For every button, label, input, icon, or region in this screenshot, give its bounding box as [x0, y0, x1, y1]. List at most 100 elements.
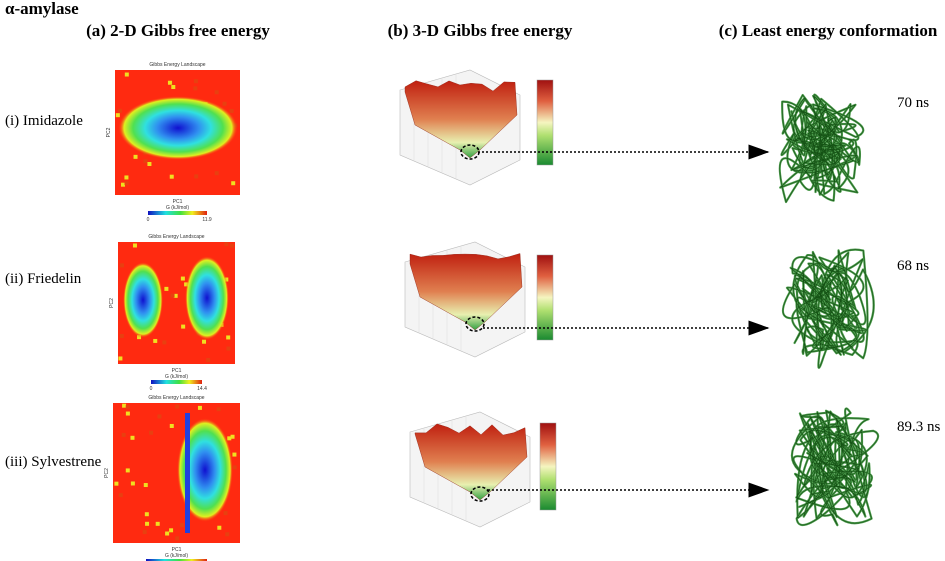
- heatmap-noise: [164, 286, 169, 291]
- time-label: 68 ns: [897, 258, 929, 274]
- landscape-title: Gibbs Energy Landscape: [148, 234, 204, 240]
- heatmap-noise: [206, 357, 211, 362]
- protein-ribbon: [791, 408, 879, 526]
- heatmap-noise: [144, 512, 149, 517]
- figure-title: α-amylase: [5, 0, 79, 18]
- heatmap-noise: [125, 405, 130, 410]
- heatmap-noise: [184, 282, 189, 287]
- heatmap-noise: [162, 340, 167, 345]
- heatmap-noise: [227, 436, 232, 441]
- heatmap-noise: [114, 481, 119, 486]
- heatmap-noise: [142, 530, 147, 535]
- heatmap-noise: [132, 243, 137, 248]
- heatmap-well: [123, 262, 163, 338]
- heatmap-noise: [121, 182, 126, 187]
- time-label: 89.3 ns: [897, 419, 941, 435]
- heatmap-well: [177, 418, 233, 522]
- landscape-title: Gibbs Energy Landscape: [148, 395, 204, 401]
- surface-top: [404, 80, 518, 159]
- column-title: (c) Least energy conformation: [719, 21, 938, 40]
- axis-label: PC1: [172, 547, 182, 553]
- heatmap-noise: [124, 72, 129, 77]
- heatmap-noise: [169, 423, 174, 428]
- heatmap-noise: [214, 90, 219, 95]
- surface-top: [414, 423, 528, 501]
- colorbar-min: 0: [147, 217, 150, 223]
- heatmap-noise: [194, 174, 199, 179]
- heatmap-noise: [226, 335, 231, 340]
- heatmap-noise: [214, 171, 219, 176]
- heatmap-noise: [157, 414, 162, 419]
- heatmap-noise: [229, 108, 234, 113]
- heatmap-noise: [232, 465, 237, 470]
- protein-ribbon: [779, 94, 864, 203]
- colorbar-3d: [536, 254, 554, 341]
- column-title: (a) 2-D Gibbs free energy: [86, 21, 270, 40]
- heatmap-noise: [202, 339, 207, 344]
- heatmap-noise: [222, 101, 227, 106]
- heatmap-noise: [149, 430, 154, 435]
- colorbar-label: G (kJ/mol): [166, 205, 189, 211]
- heatmap-noise: [229, 243, 234, 248]
- heatmap-noise: [175, 404, 180, 409]
- heatmap-noise: [197, 405, 202, 410]
- heatmap-noise: [153, 338, 158, 343]
- heatmap-well: [118, 96, 238, 160]
- heatmap-noise: [124, 175, 129, 180]
- heatmap-noise: [130, 435, 135, 440]
- heatmap-noise: [232, 452, 237, 457]
- heatmap-noise: [217, 525, 222, 530]
- axis-label: PC2: [109, 298, 115, 308]
- heatmap-noise: [230, 434, 235, 439]
- colorbar-label: G (kJ/mol): [165, 374, 188, 380]
- heatmap-noise: [181, 324, 186, 329]
- heatmap-noise: [193, 86, 198, 91]
- colorbar: [146, 559, 207, 561]
- heatmap-well: [185, 256, 229, 340]
- axis-label: PC2: [104, 468, 110, 478]
- heatmap-noise: [169, 174, 174, 179]
- column-title: (b) 3-D Gibbs free energy: [388, 21, 573, 40]
- heatmap-noise: [226, 346, 231, 351]
- heatmap-line: [185, 413, 190, 533]
- heatmap-noise: [225, 532, 230, 537]
- heatmap-noise: [118, 493, 123, 498]
- axis-label: PC1: [173, 199, 183, 205]
- heatmap-noise: [125, 411, 130, 416]
- heatmap-noise: [115, 113, 120, 118]
- heatmap-noise: [145, 521, 150, 526]
- heatmap-noise: [120, 263, 125, 268]
- heatmap-noise: [130, 481, 135, 486]
- heatmap-noise: [169, 528, 174, 533]
- heatmap-noise: [231, 181, 236, 186]
- heatmap-noise: [179, 523, 184, 528]
- colorbar: [151, 380, 202, 384]
- colorbar-max: 11.9: [202, 217, 212, 223]
- heatmap-noise: [165, 531, 170, 536]
- heatmap-noise: [170, 293, 175, 298]
- heatmap-noise: [175, 536, 180, 541]
- surface-top: [409, 253, 523, 331]
- axis-label: PC1: [172, 368, 182, 374]
- row-label: (i) Imidazole: [5, 113, 83, 129]
- heatmap-noise: [124, 181, 129, 186]
- colorbar-3d: [536, 79, 554, 166]
- heatmap-noise: [133, 154, 138, 159]
- row-label: (iii) Sylvestrene: [5, 454, 102, 470]
- heatmap-noise: [216, 407, 221, 412]
- heatmap-noise: [180, 276, 185, 281]
- colorbar-label: G (kJ/mol): [165, 553, 188, 559]
- heatmap-noise: [155, 521, 160, 526]
- time-label: 70 ns: [897, 95, 929, 111]
- heatmap-noise: [143, 159, 148, 164]
- heatmap-noise: [173, 293, 178, 298]
- heatmap-noise: [117, 108, 122, 113]
- colorbar-min: 0: [150, 386, 153, 392]
- heatmap-noise: [143, 483, 148, 488]
- heatmap-noise: [119, 333, 124, 338]
- heatmap-noise: [224, 242, 229, 247]
- heatmap-noise: [171, 85, 176, 90]
- heatmap-noise: [223, 511, 228, 516]
- heatmap-noise: [193, 79, 198, 84]
